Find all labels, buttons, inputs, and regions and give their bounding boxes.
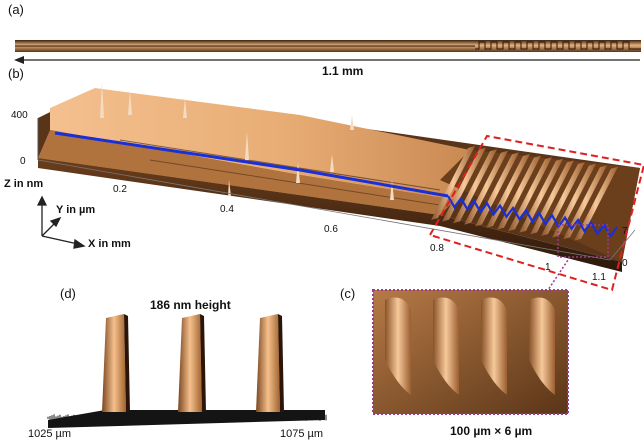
x-axis-label: X in mm (88, 238, 131, 250)
dashed-region (428, 134, 644, 292)
peak-shadow (124, 314, 130, 412)
ridge (508, 157, 552, 232)
x-tick-1.1: 1.1 (592, 272, 606, 283)
panel-c-zoom (372, 289, 569, 415)
x-tick-1: 1 (545, 262, 551, 273)
zoom-source-box (557, 224, 609, 258)
y-tick-7: 7 (622, 226, 628, 237)
z-axis-label: Z in nm (4, 178, 44, 190)
panel-d-label: (d) (60, 286, 76, 301)
x-tick-0.6: 0.6 (324, 224, 338, 235)
z-tick-400: 400 (11, 110, 28, 121)
panel-a-label: (a) (8, 2, 24, 17)
y-axis-label: Y in µm (56, 204, 96, 216)
height-peak (102, 314, 126, 412)
zoom-ridge (481, 297, 507, 395)
z-tick-0: 0 (20, 156, 26, 167)
panel-d-x-right: 1075 µm (280, 428, 324, 440)
panel-b-label: (b) (8, 66, 24, 81)
y-tick-0: 0 (622, 258, 628, 269)
panel-d-profile (47, 314, 327, 428)
z-axis (37, 118, 636, 261)
peak-shadow (200, 314, 206, 412)
panel-d-title: 186 nm height (150, 298, 231, 312)
ridge (464, 150, 508, 225)
x-tick-0.2: 0.2 (113, 184, 127, 195)
length-arrow (14, 56, 640, 64)
ridge (574, 166, 618, 241)
x-tick-0.8: 0.8 (430, 243, 444, 254)
ridge (563, 165, 607, 240)
panel-a-strip (15, 40, 641, 52)
profile-line (54, 131, 618, 239)
ridge (431, 146, 475, 220)
axes-indicator (36, 195, 86, 249)
zoom-ridge (385, 297, 411, 395)
panel-a-length: 1.1 mm (322, 64, 364, 78)
ridge (519, 158, 563, 233)
ridge (475, 152, 519, 227)
ridge (541, 162, 585, 236)
height-peak (256, 314, 280, 412)
zoom-ridge (529, 297, 555, 395)
panel-c-label: (c) (340, 286, 356, 301)
panel-c-caption: 100 µm × 6 µm (450, 424, 533, 438)
panel-d-x-left: 1025 µm (28, 428, 72, 440)
peak-shadow (278, 314, 284, 412)
zoom-ridge (433, 297, 459, 395)
ridge (497, 155, 541, 230)
x-tick-0.4: 0.4 (220, 204, 234, 215)
height-peak (178, 314, 202, 412)
